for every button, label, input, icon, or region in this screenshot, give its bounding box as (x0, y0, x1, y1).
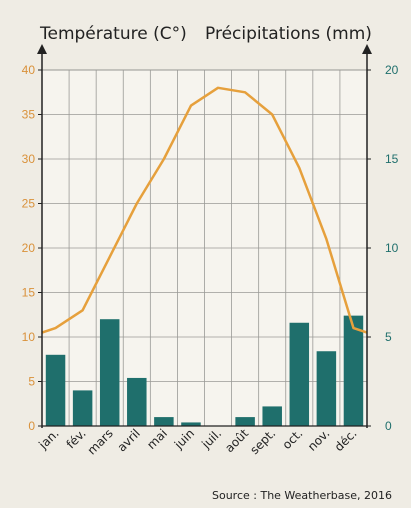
temperature-tick-label: 20 (22, 241, 36, 255)
precipitation-axis-arrow (362, 44, 372, 54)
temperature-tick-label: 30 (22, 152, 36, 166)
temperature-tick-labels: 0 5 10 15 20 25 30 35 40 (22, 63, 42, 433)
temperature-tick-label: 35 (22, 108, 36, 122)
temperature-tick-label: 5 (28, 375, 35, 389)
temperature-tick-label: 0 (28, 419, 35, 433)
axes (37, 44, 372, 428)
precipitation-bar-5 (154, 417, 174, 426)
precipitation-bars (45, 315, 364, 426)
precipitation-axis-label: Précipitations (mm) (205, 24, 372, 44)
precipitation-tick-label: 10 (385, 241, 399, 255)
source-note: Source : The Weatherbase, 2016 (212, 489, 392, 502)
precipitation-bar-12 (343, 315, 364, 426)
grid-lines (42, 69, 367, 427)
precipitation-bar-3 (99, 319, 120, 426)
temperature-tick-label: 10 (22, 330, 36, 344)
temperature-tick-label: 40 (22, 63, 36, 77)
precipitation-bar-2 (72, 390, 93, 426)
precipitation-tick-label: 5 (385, 330, 392, 344)
precipitation-bar-8 (235, 417, 255, 426)
precipitation-bar-1 (45, 354, 66, 426)
precipitation-tick-label: 15 (385, 152, 399, 166)
precipitation-tick-labels: 0 5 10 15 20 (367, 63, 399, 433)
precipitation-bar-11 (316, 351, 337, 426)
temperature-axis-label: Température (C°) (39, 24, 187, 44)
temperature-line (41, 86, 368, 334)
precipitation-bar-4 (127, 377, 147, 426)
temperature-tick-label: 15 (22, 286, 36, 300)
temperature-axis-arrow (37, 44, 47, 54)
temperature-tick-label: 25 (22, 197, 36, 211)
precipitation-bar-10 (289, 322, 310, 426)
precipitation-bar-9 (262, 406, 282, 426)
precipitation-tick-label: 0 (385, 419, 392, 433)
precipitation-tick-label: 20 (385, 63, 399, 77)
precipitation-bar-6 (181, 422, 201, 426)
